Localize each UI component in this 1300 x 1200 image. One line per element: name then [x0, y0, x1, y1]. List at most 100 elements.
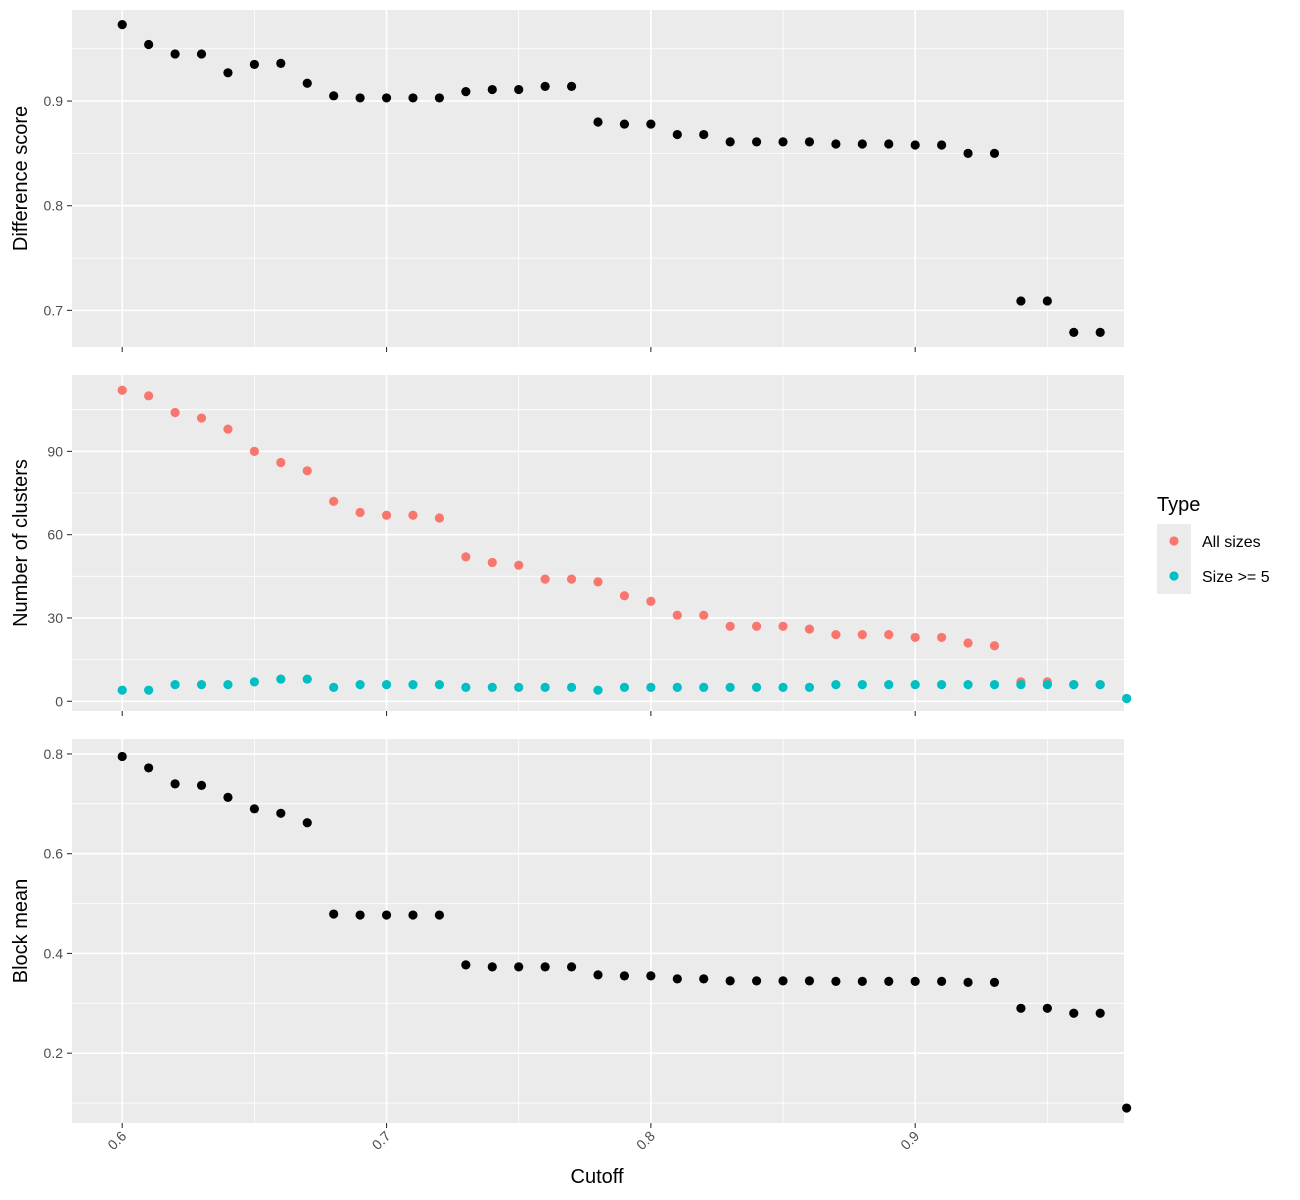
- data-point: [751, 137, 762, 147]
- data-point: [751, 976, 762, 986]
- data-point: [249, 446, 259, 456]
- y-tick-label: 0.4: [44, 945, 64, 961]
- data-point: [170, 779, 180, 789]
- data-point: [170, 680, 180, 690]
- data-point: [487, 84, 497, 95]
- data-point: [672, 129, 682, 140]
- data-point: [329, 682, 339, 692]
- y-axis-title: Difference score: [10, 106, 32, 251]
- data-point: [1122, 1103, 1132, 1113]
- data-point: [223, 792, 233, 802]
- panel-1: 0.7 0.8 0.9 Difference score: [10, 10, 1124, 352]
- data-point: [381, 680, 392, 690]
- x-tick-label: 0.7: [369, 1128, 394, 1153]
- data-point: [249, 59, 259, 70]
- y-tick-label: 30: [47, 610, 63, 626]
- data-point: [937, 140, 947, 150]
- data-point: [355, 680, 365, 690]
- data-point: [884, 630, 894, 640]
- data-point: [619, 971, 630, 981]
- data-point: [725, 976, 735, 986]
- data-point: [910, 140, 920, 150]
- series-points: [117, 751, 1132, 1113]
- data-point: [804, 976, 815, 986]
- data-point: [699, 610, 709, 620]
- data-point: [778, 621, 788, 631]
- data-point: [514, 962, 524, 972]
- data-point: [646, 596, 656, 606]
- data-point: [355, 910, 365, 920]
- data-point: [408, 680, 418, 690]
- data-point: [487, 682, 497, 692]
- data-point: [963, 977, 973, 987]
- data-point: [1122, 693, 1132, 704]
- data-point: [1069, 1008, 1079, 1018]
- y-tick-label: 0: [55, 693, 63, 709]
- data-point: [302, 78, 312, 88]
- data-point: [381, 510, 392, 520]
- x-axis-title: Cutoff: [571, 1166, 624, 1188]
- x-tick-label: 0.8: [633, 1128, 658, 1153]
- data-point: [1042, 680, 1052, 690]
- data-point: [487, 557, 497, 568]
- data-point: [619, 591, 630, 601]
- data-point: [355, 93, 365, 103]
- data-point: [593, 117, 603, 127]
- data-point: [937, 632, 947, 643]
- data-point: [540, 962, 550, 972]
- data-point: [804, 137, 815, 147]
- data-point: [434, 93, 445, 103]
- data-point: [540, 574, 550, 584]
- data-point: [381, 93, 392, 103]
- y-tick-label: 0.8: [44, 198, 64, 214]
- data-point: [593, 577, 603, 587]
- data-point: [249, 677, 259, 687]
- data-point: [646, 682, 656, 692]
- data-point: [408, 93, 418, 103]
- series-points: [117, 20, 1105, 337]
- data-point: [1095, 327, 1105, 337]
- data-point: [989, 680, 1000, 690]
- data-point: [804, 682, 815, 692]
- data-point: [117, 685, 127, 695]
- data-point: [329, 909, 339, 919]
- x-tick-label: 0.9: [897, 1128, 922, 1153]
- data-point: [937, 680, 947, 690]
- data-point: [144, 763, 154, 773]
- data-point: [196, 680, 207, 690]
- data-point: [302, 466, 312, 476]
- data-point: [540, 682, 550, 692]
- data-point: [910, 632, 920, 643]
- data-point: [355, 507, 365, 518]
- data-point: [329, 496, 339, 506]
- y-tick-label: 0.8: [44, 746, 64, 762]
- data-point: [1016, 1003, 1026, 1013]
- data-point: [461, 682, 471, 692]
- data-point: [910, 976, 920, 986]
- data-point: [249, 804, 259, 814]
- data-point: [1069, 680, 1079, 690]
- legend-title: Type: [1157, 494, 1200, 516]
- data-point: [1069, 327, 1079, 337]
- y-tick-label: 90: [47, 443, 63, 459]
- data-point: [434, 680, 445, 690]
- data-point: [514, 560, 524, 570]
- data-point: [434, 513, 445, 523]
- data-point: [831, 680, 841, 690]
- data-point: [1016, 296, 1026, 306]
- legend: Type All sizes Size >= 5: [1157, 494, 1270, 594]
- data-point: [408, 910, 418, 920]
- data-point: [434, 910, 445, 920]
- data-point: [223, 424, 233, 434]
- data-point: [725, 621, 735, 631]
- data-point: [989, 977, 1000, 987]
- y-tick-label: 0.6: [44, 846, 64, 862]
- legend-label: All sizes: [1202, 534, 1261, 551]
- data-point: [1042, 296, 1052, 306]
- data-point: [302, 674, 312, 684]
- data-point: [487, 962, 497, 972]
- data-point: [117, 385, 127, 395]
- data-point: [804, 624, 815, 634]
- data-point: [514, 682, 524, 692]
